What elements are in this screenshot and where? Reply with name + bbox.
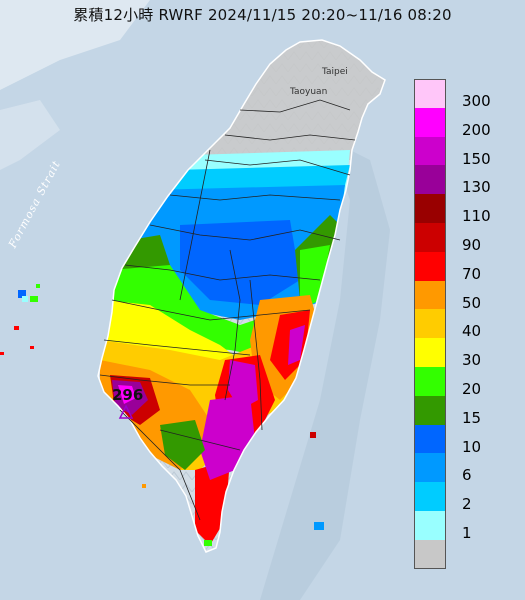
legend-label: 50 <box>462 293 482 312</box>
legend-item <box>414 539 514 569</box>
legend-label: 130 <box>462 178 491 197</box>
legend-swatch <box>414 280 446 310</box>
legend-item: 6 <box>414 453 514 485</box>
taiwan-island <box>98 40 385 552</box>
page-title: 累積12小時 RWRF 2024/11/15 20:20~11/16 08:20 <box>73 6 452 24</box>
legend-swatch <box>414 366 446 396</box>
legend: 300 200 150 130 110 90 70 50 40 30 20 15 10 6 2 1 <box>414 79 514 569</box>
legend-swatch <box>414 482 446 511</box>
legend-swatch <box>414 424 446 454</box>
rain-band-10 <box>180 220 300 305</box>
legend-swatch <box>414 510 446 540</box>
legend-swatch <box>414 222 446 252</box>
legend-item: 50 <box>414 280 514 312</box>
legend-label: 6 <box>462 466 472 485</box>
legend-swatch <box>414 79 446 108</box>
legend-label: 30 <box>462 351 482 370</box>
legend-item: 20 <box>414 366 514 398</box>
legend-label: 200 <box>462 120 491 139</box>
rain-band-150-north <box>228 360 258 410</box>
legend-swatch <box>414 107 446 137</box>
legend-item: 1 <box>414 510 514 542</box>
legend-label: 2 <box>462 495 472 514</box>
legend-item: 200 <box>414 107 514 139</box>
legend-label: 110 <box>462 207 491 226</box>
legend-item: 10 <box>414 424 514 456</box>
coastline <box>97 39 386 553</box>
legend-label: 20 <box>462 379 482 398</box>
triangle-marker-icon <box>118 404 134 419</box>
legend-item: 2 <box>414 482 514 514</box>
legend-item: 30 <box>414 338 514 370</box>
offshore-cells <box>0 284 324 546</box>
legend-item: 40 <box>414 309 514 341</box>
legend-swatch <box>414 338 446 367</box>
legend-item: 110 <box>414 194 514 226</box>
legend-swatch <box>414 539 446 569</box>
legend-item: 90 <box>414 222 514 254</box>
legend-swatch <box>414 165 446 195</box>
cloud-patch <box>0 0 150 90</box>
legend-swatch <box>414 251 446 281</box>
legend-label: 90 <box>462 235 482 254</box>
legend-swatch <box>414 194 446 223</box>
legend-swatch <box>414 136 446 166</box>
legend-item: 70 <box>414 251 514 283</box>
cloud-patch <box>0 100 60 170</box>
county-borders <box>99 99 356 521</box>
legend-label: 10 <box>462 437 482 456</box>
legend-label: 40 <box>462 322 482 341</box>
legend-swatch <box>414 395 446 425</box>
legend-label: 15 <box>462 408 482 427</box>
legend-swatch <box>414 309 446 339</box>
legend-item: 15 <box>414 395 514 427</box>
legend-item: 150 <box>414 136 514 168</box>
legend-label: 1 <box>462 523 472 542</box>
legend-label: 70 <box>462 264 482 283</box>
rain-band-150-east <box>288 325 305 365</box>
legend-label: 150 <box>462 149 491 168</box>
legend-swatch <box>414 453 446 483</box>
rain-band-20-east <box>300 245 330 310</box>
legend-item: 130 <box>414 165 514 197</box>
sea-relief <box>260 140 390 600</box>
legend-item: 300 <box>414 79 514 110</box>
taipei-label: Taipei <box>322 67 348 77</box>
max-value-label: 296 <box>112 386 144 404</box>
taoyuan-label: Taoyuan <box>290 87 328 97</box>
rain-band-200 <box>118 385 136 404</box>
legend-label: 300 <box>462 92 491 110</box>
